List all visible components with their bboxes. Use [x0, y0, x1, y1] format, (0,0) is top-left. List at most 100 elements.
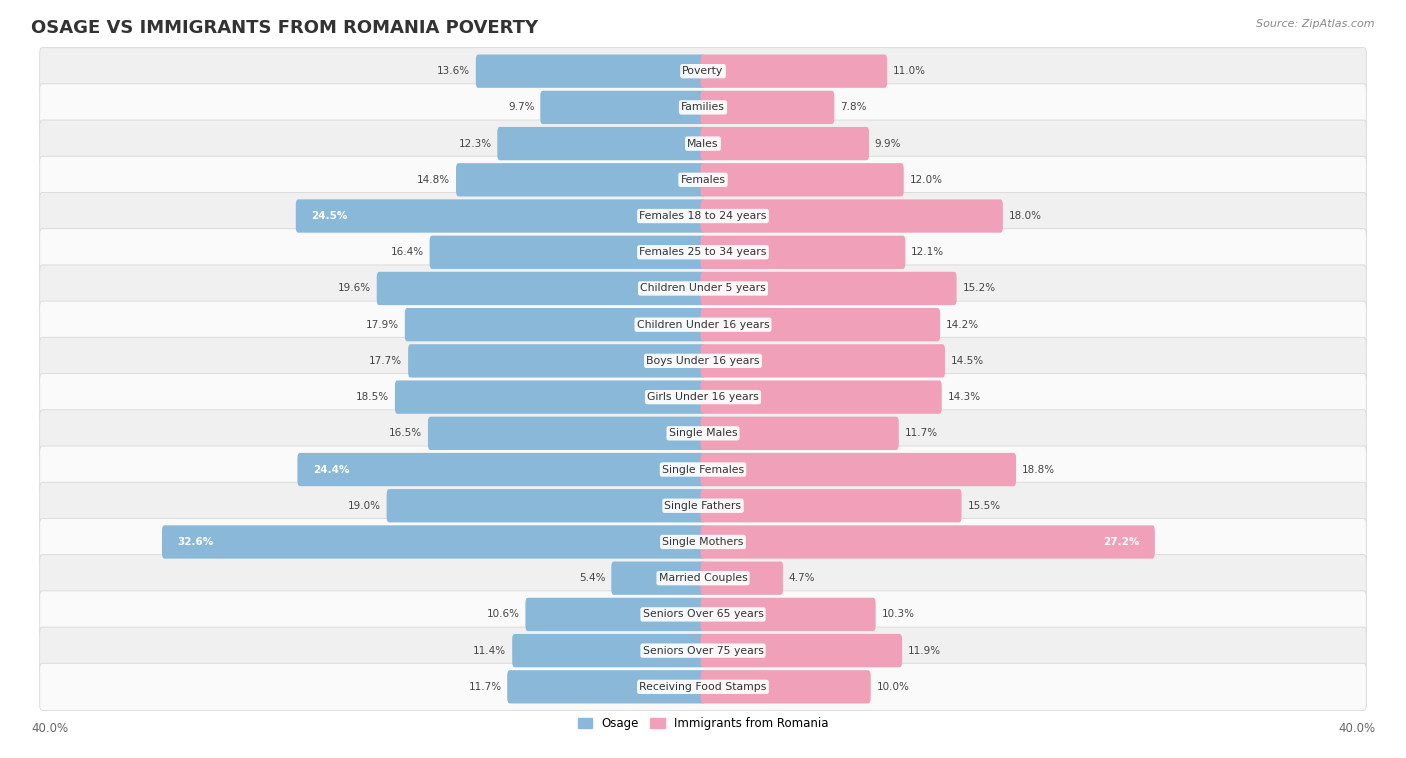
Text: 19.6%: 19.6%	[337, 283, 371, 293]
Text: 11.0%: 11.0%	[893, 66, 927, 76]
Legend: Osage, Immigrants from Romania: Osage, Immigrants from Romania	[572, 713, 834, 735]
Text: Boys Under 16 years: Boys Under 16 years	[647, 356, 759, 366]
FancyBboxPatch shape	[39, 229, 1367, 276]
Text: 5.4%: 5.4%	[579, 573, 606, 583]
Text: Females 18 to 24 years: Females 18 to 24 years	[640, 211, 766, 221]
FancyBboxPatch shape	[39, 410, 1367, 457]
FancyBboxPatch shape	[612, 562, 706, 595]
Text: 14.3%: 14.3%	[948, 392, 980, 402]
FancyBboxPatch shape	[377, 272, 706, 305]
FancyBboxPatch shape	[508, 670, 706, 703]
FancyBboxPatch shape	[700, 634, 903, 667]
FancyBboxPatch shape	[39, 120, 1367, 168]
FancyBboxPatch shape	[39, 84, 1367, 131]
Text: Females: Females	[681, 175, 725, 185]
FancyBboxPatch shape	[700, 489, 962, 522]
Text: 16.4%: 16.4%	[391, 247, 423, 257]
FancyBboxPatch shape	[700, 163, 904, 196]
Text: 19.0%: 19.0%	[347, 501, 381, 511]
FancyBboxPatch shape	[700, 236, 905, 269]
Text: 4.7%: 4.7%	[789, 573, 815, 583]
FancyBboxPatch shape	[39, 627, 1367, 674]
Text: 40.0%: 40.0%	[31, 722, 67, 735]
FancyBboxPatch shape	[39, 482, 1367, 529]
FancyBboxPatch shape	[39, 555, 1367, 602]
Text: Single Females: Single Females	[662, 465, 744, 475]
FancyBboxPatch shape	[700, 525, 1154, 559]
Text: 10.3%: 10.3%	[882, 609, 914, 619]
FancyBboxPatch shape	[162, 525, 706, 559]
FancyBboxPatch shape	[700, 562, 783, 595]
FancyBboxPatch shape	[540, 91, 706, 124]
FancyBboxPatch shape	[700, 417, 898, 450]
Text: 24.4%: 24.4%	[314, 465, 350, 475]
Text: Females 25 to 34 years: Females 25 to 34 years	[640, 247, 766, 257]
FancyBboxPatch shape	[39, 301, 1367, 348]
FancyBboxPatch shape	[39, 591, 1367, 638]
FancyBboxPatch shape	[39, 193, 1367, 240]
Text: Males: Males	[688, 139, 718, 149]
Text: 18.0%: 18.0%	[1008, 211, 1042, 221]
FancyBboxPatch shape	[39, 156, 1367, 203]
Text: Single Males: Single Males	[669, 428, 737, 438]
Text: Married Couples: Married Couples	[658, 573, 748, 583]
FancyBboxPatch shape	[475, 55, 706, 88]
Text: 11.9%: 11.9%	[908, 646, 941, 656]
Text: 32.6%: 32.6%	[177, 537, 214, 547]
Text: Families: Families	[681, 102, 725, 112]
FancyBboxPatch shape	[39, 48, 1367, 95]
FancyBboxPatch shape	[39, 663, 1367, 710]
FancyBboxPatch shape	[387, 489, 706, 522]
Text: Single Fathers: Single Fathers	[665, 501, 741, 511]
Text: 18.5%: 18.5%	[356, 392, 389, 402]
Text: 17.7%: 17.7%	[370, 356, 402, 366]
Text: 16.5%: 16.5%	[389, 428, 422, 438]
FancyBboxPatch shape	[498, 127, 706, 160]
FancyBboxPatch shape	[700, 344, 945, 377]
Text: 18.8%: 18.8%	[1022, 465, 1054, 475]
FancyBboxPatch shape	[430, 236, 706, 269]
Text: 12.1%: 12.1%	[911, 247, 945, 257]
Text: Single Mothers: Single Mothers	[662, 537, 744, 547]
Text: 27.2%: 27.2%	[1102, 537, 1139, 547]
Text: 13.6%: 13.6%	[437, 66, 470, 76]
Text: 9.9%: 9.9%	[875, 139, 901, 149]
Text: OSAGE VS IMMIGRANTS FROM ROMANIA POVERTY: OSAGE VS IMMIGRANTS FROM ROMANIA POVERTY	[31, 19, 538, 37]
Text: Seniors Over 65 years: Seniors Over 65 years	[643, 609, 763, 619]
Text: Children Under 5 years: Children Under 5 years	[640, 283, 766, 293]
Text: 14.5%: 14.5%	[950, 356, 984, 366]
FancyBboxPatch shape	[700, 55, 887, 88]
Text: 11.7%: 11.7%	[468, 682, 502, 692]
Text: 17.9%: 17.9%	[366, 320, 399, 330]
Text: 9.7%: 9.7%	[508, 102, 534, 112]
Text: Girls Under 16 years: Girls Under 16 years	[647, 392, 759, 402]
Text: Children Under 16 years: Children Under 16 years	[637, 320, 769, 330]
FancyBboxPatch shape	[700, 272, 956, 305]
Text: 7.8%: 7.8%	[841, 102, 866, 112]
FancyBboxPatch shape	[700, 598, 876, 631]
FancyBboxPatch shape	[700, 199, 1002, 233]
FancyBboxPatch shape	[39, 446, 1367, 493]
FancyBboxPatch shape	[526, 598, 706, 631]
Text: Source: ZipAtlas.com: Source: ZipAtlas.com	[1257, 19, 1375, 29]
FancyBboxPatch shape	[700, 91, 834, 124]
Text: Receiving Food Stamps: Receiving Food Stamps	[640, 682, 766, 692]
Text: 11.4%: 11.4%	[474, 646, 506, 656]
Text: 14.8%: 14.8%	[418, 175, 450, 185]
Text: 15.5%: 15.5%	[967, 501, 1001, 511]
Text: 14.2%: 14.2%	[946, 320, 979, 330]
Text: 10.6%: 10.6%	[486, 609, 520, 619]
FancyBboxPatch shape	[700, 381, 942, 414]
Text: Poverty: Poverty	[682, 66, 724, 76]
Text: 12.0%: 12.0%	[910, 175, 942, 185]
Text: Seniors Over 75 years: Seniors Over 75 years	[643, 646, 763, 656]
Text: 11.7%: 11.7%	[904, 428, 938, 438]
FancyBboxPatch shape	[700, 127, 869, 160]
FancyBboxPatch shape	[39, 265, 1367, 312]
FancyBboxPatch shape	[39, 337, 1367, 384]
FancyBboxPatch shape	[408, 344, 706, 377]
FancyBboxPatch shape	[700, 308, 941, 341]
FancyBboxPatch shape	[395, 381, 706, 414]
FancyBboxPatch shape	[39, 518, 1367, 565]
FancyBboxPatch shape	[700, 670, 870, 703]
